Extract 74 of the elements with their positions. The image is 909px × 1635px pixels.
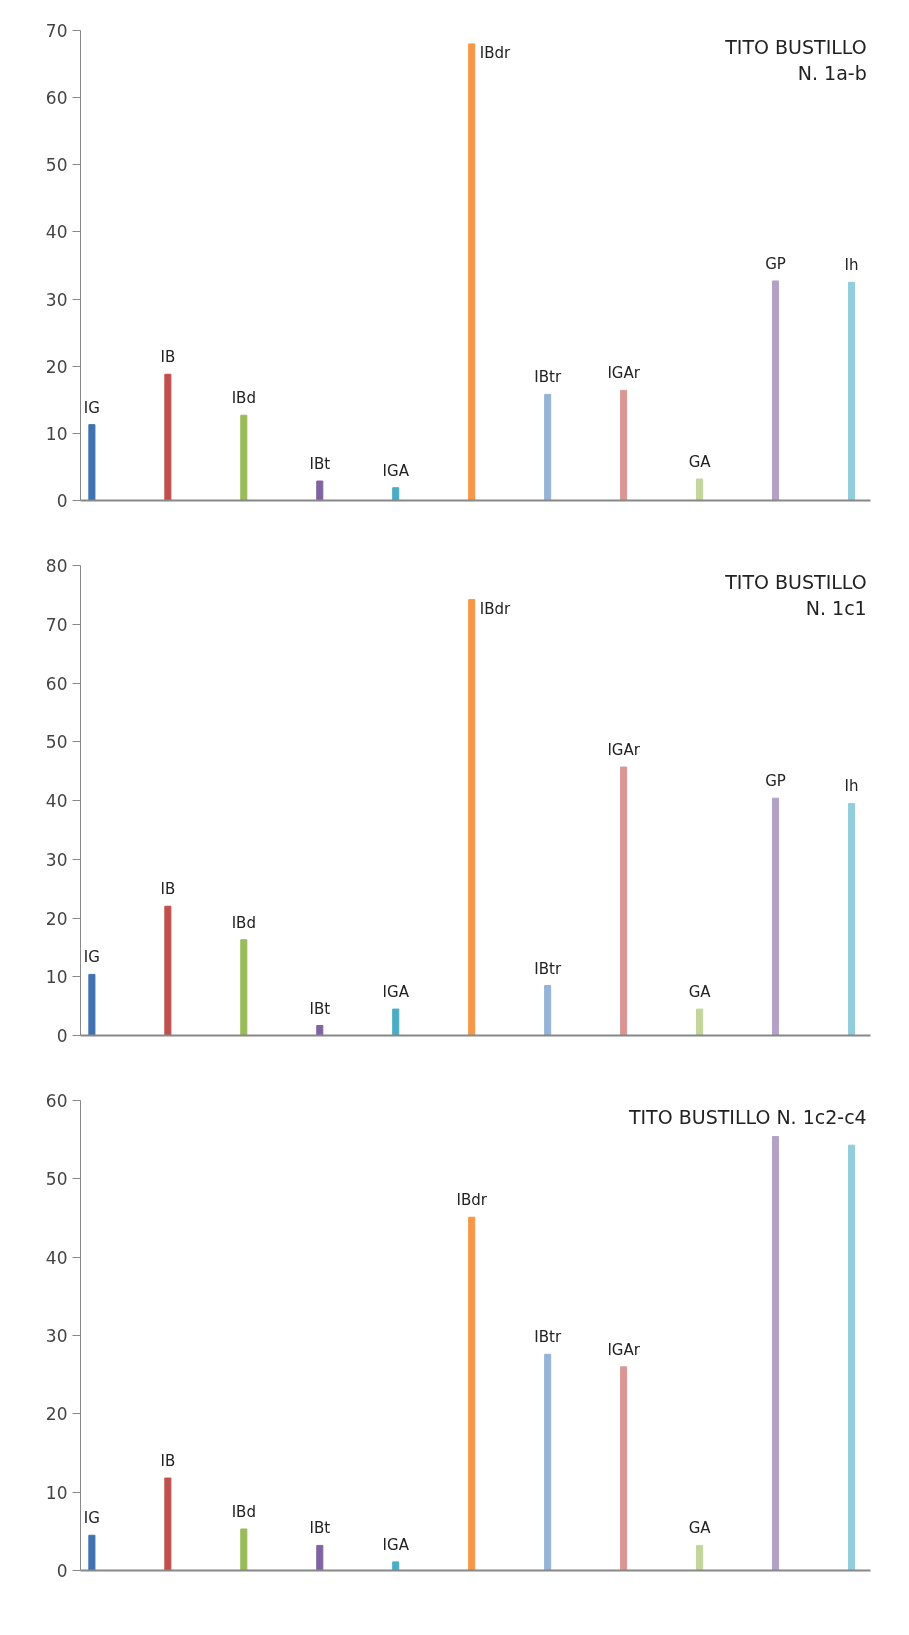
bar [392, 487, 400, 501]
bar [164, 373, 172, 501]
x-tick-label: GA [688, 1519, 712, 1538]
bar [164, 905, 172, 1036]
bar [392, 1008, 400, 1036]
y-tick-label: 80 [45, 556, 68, 576]
category-label: GP [765, 254, 786, 273]
y-tick-label: 20 [45, 908, 68, 929]
category-label: IBt [309, 455, 331, 474]
bar [88, 424, 96, 501]
bar [696, 1544, 704, 1571]
category-label: IBd [231, 389, 256, 408]
bar [772, 797, 780, 1036]
y-tick-label: 40 [45, 1247, 68, 1268]
text: TITO BUSTILLO N. 1a-b [724, 35, 867, 84]
bar [620, 389, 628, 501]
y-tick-label: 60 [45, 1091, 68, 1111]
y-tick-label: 50 [45, 1169, 68, 1190]
bar [847, 281, 856, 501]
bar [544, 985, 552, 1036]
y-tick-label: 40 [45, 791, 68, 811]
y-tick-label: 0 [56, 1026, 68, 1046]
bar [772, 1136, 780, 1571]
y-tick-label: 0 [56, 491, 68, 511]
y-tick-label: 30 [45, 289, 68, 310]
y-tick-label: 60 [45, 88, 68, 109]
bar [468, 599, 476, 1036]
bar [847, 1144, 856, 1571]
y-tick-label: 50 [45, 732, 68, 753]
bar [240, 414, 248, 501]
bar [544, 393, 552, 501]
y-tick-label: 10 [45, 1482, 68, 1503]
y-tick-label: 40 [45, 222, 68, 243]
y-tick-label: 10 [45, 967, 68, 988]
category-label: Ih [844, 256, 859, 275]
bar [468, 43, 476, 501]
bar [847, 802, 856, 1036]
y-tick-label: 20 [45, 356, 68, 377]
y-tick-label: 30 [45, 849, 68, 870]
category-label: IB [160, 348, 176, 367]
bar [772, 280, 780, 501]
bar [544, 1353, 552, 1571]
bar [316, 1544, 324, 1571]
bar [88, 1534, 96, 1571]
x-tick-label: IBt [309, 1519, 331, 1538]
bar [240, 1528, 248, 1571]
bar [240, 939, 248, 1036]
category-label: IBtr [534, 368, 562, 387]
bar [88, 973, 96, 1036]
category-label: IBdr [479, 43, 511, 62]
text: TITO BUSTILLO N. 1c1 [724, 570, 867, 619]
y-tick-label: 30 [45, 1326, 68, 1346]
bar [620, 1366, 628, 1571]
bar [164, 1477, 172, 1571]
bar [696, 1008, 704, 1036]
bar [620, 766, 628, 1036]
y-tick-label: 70 [45, 614, 68, 635]
category-label: IGA [382, 461, 409, 480]
bar [316, 1025, 324, 1036]
bar [392, 1561, 400, 1571]
bar [696, 478, 704, 501]
y-tick-label: 60 [45, 673, 68, 694]
y-tick-label: 20 [45, 1404, 68, 1425]
bar [468, 1216, 476, 1571]
y-tick-label: 0 [56, 1561, 68, 1581]
category-label: IGAr [607, 364, 640, 383]
y-tick-label: 10 [45, 423, 68, 444]
x-tick-label: IG [83, 1509, 100, 1528]
y-tick-label: 70 [45, 21, 68, 41]
category-label: GA [688, 453, 711, 472]
bar [316, 480, 324, 501]
chart-title: TITO BUSTILLO N. 1c2-c4 [627, 1105, 867, 1128]
y-tick-label: 50 [45, 155, 68, 176]
category-label: IG [83, 398, 100, 417]
